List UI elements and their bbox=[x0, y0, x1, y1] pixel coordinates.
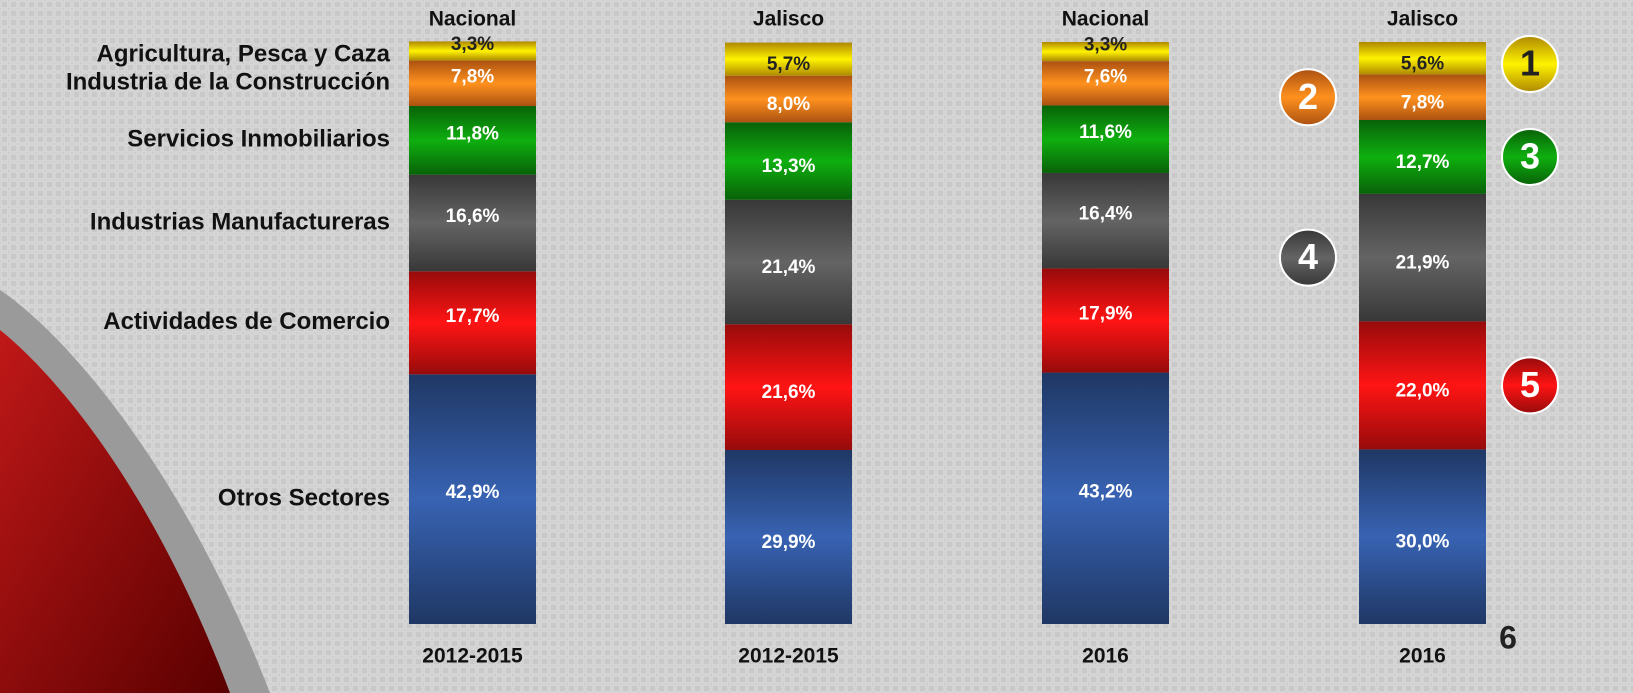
decor-swoosh-red bbox=[0, 330, 230, 693]
bar-segment bbox=[1359, 42, 1486, 75]
value-label: 7,8% bbox=[1401, 92, 1444, 113]
value-label: 7,8% bbox=[451, 66, 494, 87]
bar-segment bbox=[1042, 42, 1169, 62]
value-label: 16,4% bbox=[1079, 204, 1133, 225]
bar-segment bbox=[1042, 105, 1169, 173]
column-header: Jalisco bbox=[753, 8, 824, 31]
badge bbox=[1501, 127, 1559, 186]
column-header: Nacional bbox=[1062, 8, 1150, 31]
value-label: 29,9% bbox=[762, 532, 816, 553]
value-label: 22,0% bbox=[1396, 380, 1450, 401]
legend-label: Industrias Manufactureras bbox=[90, 208, 390, 235]
value-label: 11,6% bbox=[1079, 122, 1132, 143]
badge bbox=[1279, 68, 1337, 127]
bar-segment bbox=[409, 41, 536, 61]
badge bbox=[1279, 228, 1337, 287]
bar-segment bbox=[1359, 449, 1486, 624]
period-label: 2016 bbox=[1082, 645, 1129, 668]
value-label: 3,3% bbox=[451, 34, 494, 55]
bar-segment bbox=[725, 449, 852, 624]
value-label: 11,8% bbox=[446, 123, 499, 144]
bar-segment bbox=[1042, 268, 1169, 373]
badge bbox=[1501, 35, 1559, 93]
badge-label: 3 bbox=[1520, 135, 1540, 176]
bar-segment bbox=[1042, 372, 1169, 624]
value-label: 42,9% bbox=[446, 482, 500, 503]
value-label: 12,7% bbox=[1396, 152, 1450, 173]
value-label: 17,9% bbox=[1079, 304, 1133, 325]
value-label: 5,7% bbox=[767, 54, 810, 75]
period-label: 2016 bbox=[1399, 645, 1446, 668]
period-label: 2012-2015 bbox=[738, 645, 839, 668]
value-label: 3,3% bbox=[1084, 35, 1127, 56]
page-number: 6 bbox=[1499, 619, 1517, 655]
bar-segment bbox=[409, 374, 536, 624]
value-label: 8,0% bbox=[767, 94, 810, 115]
value-label: 43,2% bbox=[1079, 481, 1133, 502]
bar-segment bbox=[1359, 74, 1486, 120]
legend-label: Industria de la Construcción bbox=[66, 69, 390, 96]
legend-label: Actividades de Comercio bbox=[103, 308, 390, 335]
bar-segment bbox=[725, 199, 852, 325]
bar-segment bbox=[409, 174, 536, 272]
value-label: 13,3% bbox=[762, 156, 816, 177]
bar-segment bbox=[1042, 61, 1169, 106]
value-label: 7,6% bbox=[1084, 66, 1127, 87]
bar-segment bbox=[725, 122, 852, 200]
bar-segment bbox=[409, 60, 536, 107]
badge bbox=[1501, 356, 1559, 415]
bar-segment bbox=[1042, 172, 1169, 269]
bar-segment bbox=[1359, 321, 1486, 450]
bar-segment bbox=[1359, 119, 1486, 194]
value-label: 21,4% bbox=[762, 257, 816, 278]
period-label: 2012-2015 bbox=[422, 645, 523, 668]
badge-label: 1 bbox=[1520, 43, 1540, 84]
value-label: 21,6% bbox=[762, 382, 816, 403]
value-label: 17,7% bbox=[446, 306, 500, 327]
value-label: 21,9% bbox=[1396, 253, 1450, 274]
value-label: 5,6% bbox=[1401, 53, 1444, 74]
bar-segment bbox=[725, 324, 852, 450]
bar-segment bbox=[725, 42, 852, 76]
bar-segment bbox=[409, 271, 536, 375]
badge-label: 5 bbox=[1520, 364, 1540, 405]
bar-segment bbox=[409, 106, 536, 175]
legend-label: Otros Sectores bbox=[218, 485, 390, 512]
badge-label: 4 bbox=[1298, 236, 1318, 277]
bar-segment bbox=[725, 75, 852, 123]
value-label: 16,6% bbox=[446, 206, 500, 227]
bar-segment bbox=[1359, 193, 1486, 322]
value-label: 30,0% bbox=[1396, 532, 1450, 553]
column-header: Jalisco bbox=[1387, 8, 1458, 31]
legend-label: Servicios Inmobiliarios bbox=[127, 126, 390, 153]
badge-label: 2 bbox=[1298, 76, 1318, 117]
column-header: Nacional bbox=[429, 8, 517, 31]
legend-label: Agricultura, Pesca y Caza bbox=[97, 40, 391, 67]
